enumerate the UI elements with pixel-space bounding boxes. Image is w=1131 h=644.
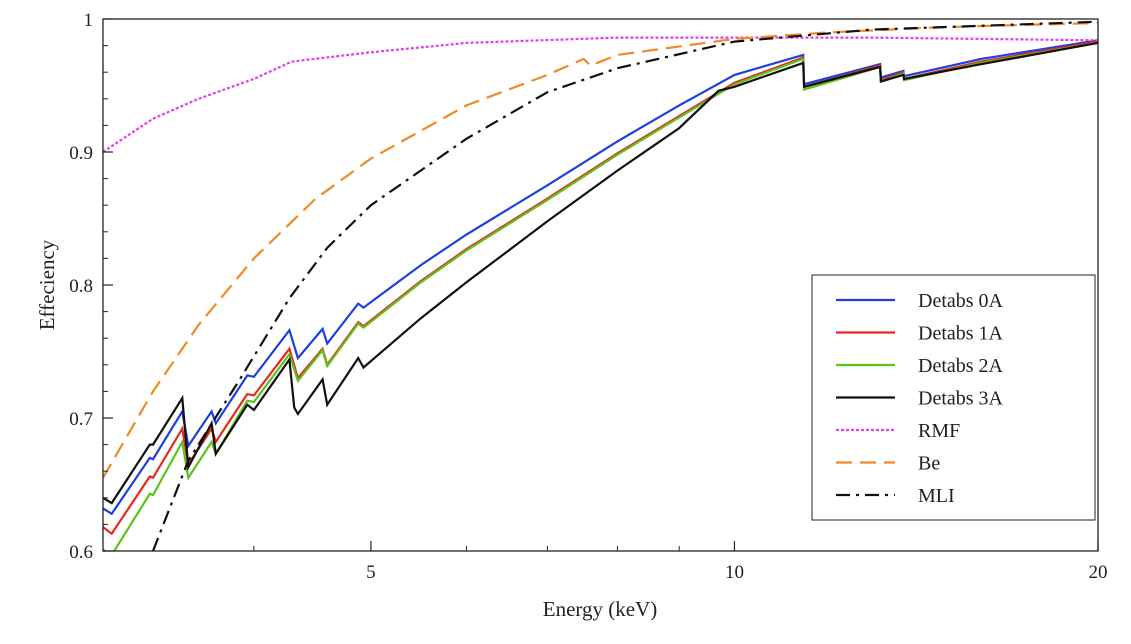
axis-ticks: 5 10 20 0.6 0.7 0.8 0.9 1 (69, 10, 1107, 583)
legend-label: Detabs 3A (918, 388, 1004, 410)
legend: Detabs 0A Detabs 1A Detabs 2A Detabs 3A RMF B… (811, 274, 1096, 521)
series-line-rmf (103, 36, 1098, 153)
x-tick-label: 10 (725, 562, 744, 583)
x-tick-label: 5 (366, 562, 376, 583)
series-line-be (103, 21, 1098, 479)
y-axis-label: Effeciency (35, 239, 59, 330)
series-line-mli (151, 20, 1098, 551)
y-tick-label: 1 (84, 10, 94, 31)
series-line-detabs-3a (103, 41, 1098, 505)
series-layer (103, 20, 1098, 551)
legend-label: Detabs 1A (918, 323, 1004, 345)
legend-label: MLI (918, 485, 955, 507)
y-tick-label: 0.9 (69, 143, 93, 164)
y-tick-label: 0.7 (69, 409, 93, 430)
x-axis-label: Energy (keV) (543, 597, 658, 621)
y-tick-label: 0.8 (69, 276, 93, 297)
legend-label: RMF (918, 420, 960, 442)
y-tick-label: 0.6 (69, 542, 93, 563)
legend-label: Detabs 0A (918, 290, 1004, 312)
x-tick-label: 20 (1089, 562, 1108, 583)
legend-label: Be (918, 453, 940, 475)
legend-label: Detabs 2A (918, 355, 1004, 377)
